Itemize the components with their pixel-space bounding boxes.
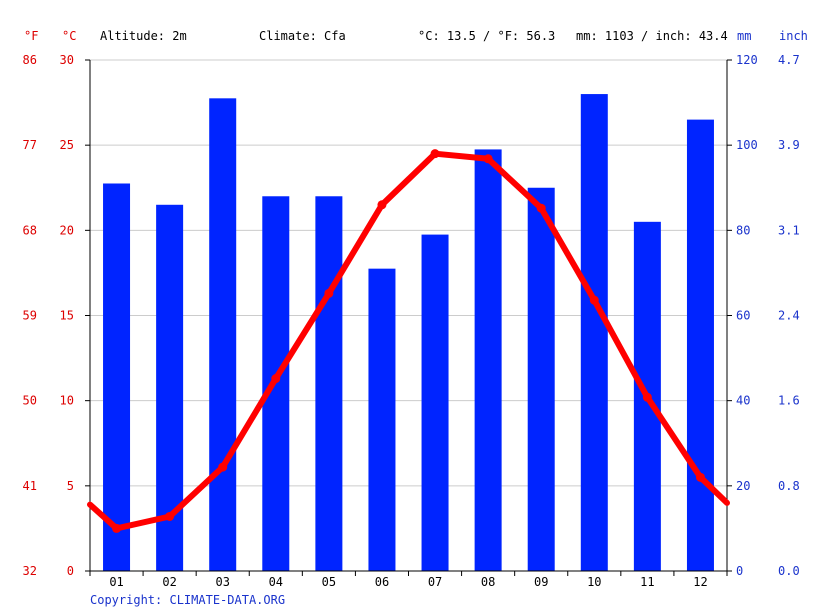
precip-bar — [368, 268, 396, 571]
month-tick-label: 04 — [269, 575, 283, 589]
precip-bar — [474, 149, 502, 572]
inch-tick-label: 2.4 — [778, 309, 800, 323]
fahrenheit-tick-label: 32 — [23, 564, 37, 578]
fahrenheit-tick-label: 68 — [23, 223, 37, 237]
precip-bar — [315, 196, 343, 571]
temperature-point — [589, 295, 599, 305]
precip-bar — [209, 98, 237, 571]
celsius-tick-label: 0 — [67, 564, 74, 578]
fahrenheit-tick-label: 86 — [23, 53, 37, 67]
temperature-point — [430, 149, 440, 159]
month-tick-label: 12 — [693, 575, 707, 589]
month-tick-label: 11 — [640, 575, 654, 589]
mm-tick-label: 40 — [736, 394, 750, 408]
avg-temp-label: °C: 13.5 / °F: 56.3 — [418, 29, 555, 43]
precipitation-bars — [103, 94, 714, 572]
temperature-series-line — [87, 150, 730, 532]
mm-tick-label: 120 — [736, 53, 758, 67]
month-tick-label: 09 — [534, 575, 548, 589]
temperature-point — [642, 392, 652, 402]
celsius-tick-label: 15 — [60, 309, 74, 323]
header: °F °C Altitude: 2m Climate: Cfa °C: 13.5… — [24, 29, 808, 43]
temperature-point — [377, 200, 387, 210]
temperature-point — [324, 288, 334, 298]
mm-tick-label: 100 — [736, 138, 758, 152]
inch-tick-label: 0.8 — [778, 479, 800, 493]
axis-labels: 86 30 120 4.777 25 100 3.968 20 80 3.159 15 60 2.450… — [23, 53, 800, 589]
mm-tick-label: 0 — [736, 564, 743, 578]
month-tick-label: 08 — [481, 575, 495, 589]
temperature-point — [271, 374, 281, 384]
climate-label: Climate: Cfa — [259, 29, 346, 43]
inch-tick-label: 4.7 — [778, 53, 800, 67]
celsius-tick-label: 5 — [67, 479, 74, 493]
month-tick-label: 10 — [587, 575, 601, 589]
celsius-tick-label: 25 — [60, 138, 74, 152]
fahrenheit-tick-label: 59 — [23, 309, 37, 323]
temperature-point — [112, 523, 122, 533]
fahrenheit-tick-label: 77 — [23, 138, 37, 152]
fahrenheit-tick-label: 41 — [23, 479, 37, 493]
unit-mm: mm — [737, 29, 751, 43]
temperature-point — [165, 511, 175, 521]
precip-bar — [527, 187, 555, 571]
inch-tick-label: 3.1 — [778, 223, 800, 237]
precip-label: mm: 1103 / inch: 43.4 — [576, 29, 728, 43]
inch-tick-label: 0.0 — [778, 564, 800, 578]
temperature-point — [218, 462, 228, 472]
altitude-label: Altitude: 2m — [100, 29, 187, 43]
month-tick-label: 02 — [162, 575, 176, 589]
celsius-tick-label: 10 — [60, 394, 74, 408]
unit-celsius: °C — [62, 29, 76, 43]
inch-tick-label: 3.9 — [778, 138, 800, 152]
month-tick-label: 05 — [322, 575, 336, 589]
celsius-tick-label: 20 — [60, 223, 74, 237]
month-tick-label: 06 — [375, 575, 389, 589]
mm-tick-label: 80 — [736, 223, 750, 237]
precip-bar — [686, 119, 714, 571]
fahrenheit-tick-label: 50 — [23, 394, 37, 408]
precip-bar — [421, 234, 449, 571]
temperature-point — [695, 472, 705, 482]
month-tick-label: 01 — [109, 575, 123, 589]
temperature-point — [536, 203, 546, 213]
mm-tick-label: 20 — [736, 479, 750, 493]
precip-bar — [580, 94, 608, 572]
unit-fahrenheit: °F — [24, 29, 38, 43]
month-tick-label: 03 — [215, 575, 229, 589]
temperature-point — [483, 154, 493, 164]
copyright: Copyright: CLIMATE-DATA.ORG — [90, 593, 285, 607]
temperature-line — [87, 149, 730, 533]
axes — [85, 59, 732, 576]
unit-inch: inch — [779, 29, 808, 43]
inch-tick-label: 1.6 — [778, 394, 800, 408]
month-tick-label: 07 — [428, 575, 442, 589]
grid-lines — [90, 59, 727, 487]
precip-bar — [103, 183, 131, 571]
celsius-tick-label: 30 — [60, 53, 74, 67]
mm-tick-label: 60 — [736, 309, 750, 323]
